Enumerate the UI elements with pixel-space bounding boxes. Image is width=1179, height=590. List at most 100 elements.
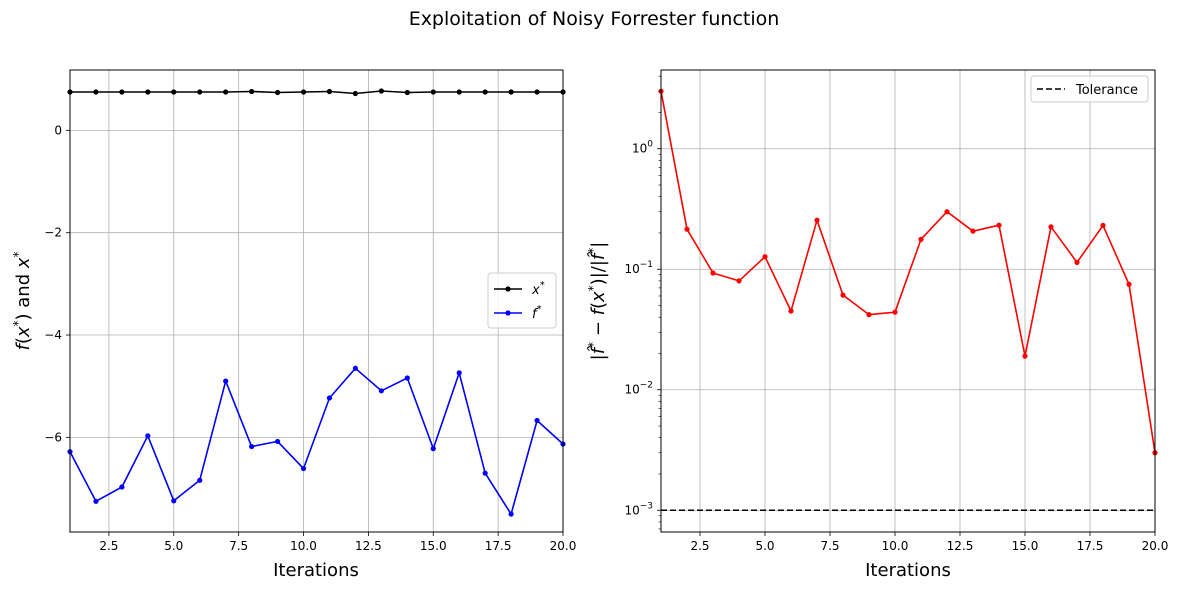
left-point-x-star — [249, 88, 255, 95]
right-ticks: 2.5 5.0 7.5 10.0 12.5 15.0 17.5 20.0 10−3 10−2 10−… — [624, 75, 1169, 553]
left-point-f-star — [274, 438, 281, 445]
left-point-f-star — [249, 443, 255, 450]
right-y-tick-label: 10−2 — [624, 381, 653, 397]
left-legend: x* f* — [487, 272, 557, 329]
right-point-series-0 — [996, 222, 1002, 228]
right-axes: 2.5 5.0 7.5 10.0 12.5 15.0 17.5 20.0 10−3 10−2 10−… — [586, 69, 1169, 581]
right-point-series-0 — [710, 270, 716, 276]
right-legend-box — [1030, 75, 1149, 103]
left-legend-box — [487, 272, 557, 329]
left-point-x-star — [171, 89, 177, 95]
left-x-tick-label: 12.5 — [355, 539, 382, 553]
left-point-f-star — [456, 370, 462, 376]
left-point-x-star — [534, 89, 540, 95]
right-axes-frame — [660, 69, 1156, 533]
legend-label-tolerance: Tolerance — [1075, 83, 1138, 98]
right-point-series-0 — [762, 254, 768, 260]
left-x-tick-label: 20.0 — [550, 539, 577, 553]
left-point-f-star — [534, 417, 540, 424]
left-x-tick-label: 5.0 — [164, 539, 183, 553]
left-x-tick-label: 7.5 — [229, 539, 248, 553]
left-point-x-star — [404, 89, 410, 96]
left-point-f-star — [352, 365, 359, 371]
right-point-series-0 — [944, 209, 950, 215]
right-point-series-0 — [866, 312, 872, 318]
right-point-series-0 — [918, 236, 924, 242]
left-point-f-star — [404, 375, 410, 381]
right-x-tick-label: 5.0 — [755, 539, 774, 553]
right-point-series-0 — [736, 278, 742, 284]
left-point-f-star — [119, 484, 125, 490]
left-series-line-f-star — [69, 367, 564, 515]
right-x-tick-label: 10.0 — [882, 539, 909, 553]
left-point-x-star — [274, 89, 281, 96]
right-point-series-0 — [788, 308, 794, 314]
left-y-tick-label: −4 — [44, 328, 62, 342]
left-point-x-star — [119, 89, 125, 95]
left-y-tick-label: 0 — [54, 123, 62, 137]
left-y-tick-label: −2 — [44, 226, 62, 240]
left-point-x-star — [223, 89, 229, 95]
left-y-axis-label: f(x*) and x* — [11, 251, 34, 350]
figure-title: Exploitation of Noisy Forrester function — [409, 8, 780, 30]
right-point-series-0 — [1074, 259, 1080, 265]
left-point-x-star — [456, 89, 462, 95]
right-point-series-0 — [970, 228, 976, 234]
right-x-tick-label: 20.0 — [1142, 539, 1169, 553]
left-x-tick-label: 2.5 — [99, 539, 118, 553]
left-y-tick-label: −6 — [44, 430, 62, 444]
left-point-x-star — [197, 89, 203, 95]
right-series-line-series-0 — [660, 91, 1156, 453]
right-x-tick-label: 12.5 — [947, 539, 974, 553]
left-point-f-star — [223, 378, 229, 384]
left-x-tick-label: 17.5 — [485, 539, 512, 553]
left-axes-frame — [69, 69, 564, 533]
right-point-series-0 — [684, 226, 690, 232]
left-point-x-star — [145, 89, 151, 95]
left-point-f-star — [93, 498, 99, 504]
left-point-f-star — [430, 446, 436, 452]
left-series-line-x-star — [70, 90, 563, 95]
right-x-tick-label: 2.5 — [690, 539, 709, 553]
left-x-tick-label: 15.0 — [420, 539, 447, 553]
right-point-series-0 — [1100, 222, 1106, 229]
left-axes: 2.5 5.0 7.5 10.0 12.5 15.0 17.5 20.0 0 −2 −4 −6 Ite… — [11, 69, 576, 581]
left-ticks: 2.5 5.0 7.5 10.0 12.5 15.0 17.5 20.0 0 −2 −4 −6 — [44, 123, 576, 553]
left-point-x-star — [326, 88, 333, 95]
left-point-f-star — [378, 388, 384, 394]
right-x-tick-label: 7.5 — [820, 539, 839, 553]
legend-marker-f-star — [505, 310, 511, 316]
left-point-x-star — [508, 89, 514, 95]
left-point-x-star — [378, 88, 384, 94]
left-point-x-star — [352, 90, 359, 97]
left-x-tick-label: 10.0 — [290, 539, 317, 553]
right-y-axis-label: |f̂* − f(x*)|/|f̂*| — [586, 242, 609, 361]
left-point-x-star — [430, 89, 436, 95]
left-point-f-star — [171, 498, 177, 504]
right-x-axis-label: Iterations — [865, 560, 951, 581]
right-point-series-0 — [892, 309, 898, 315]
left-point-f-star — [197, 477, 203, 483]
left-point-x-star — [300, 89, 307, 95]
right-legend: Tolerance — [1030, 75, 1149, 103]
left-point-f-star — [300, 465, 307, 472]
right-y-tick-label: 100 — [632, 140, 653, 156]
right-point-series-0 — [840, 292, 846, 298]
right-point-series-0 — [1022, 353, 1028, 359]
right-x-tick-label: 17.5 — [1077, 539, 1104, 553]
left-point-f-star — [145, 433, 151, 439]
left-x-axis-label: Iterations — [273, 560, 359, 581]
legend-marker-x-star — [505, 286, 511, 292]
left-point-f-star — [508, 511, 514, 517]
right-point-series-0 — [1048, 224, 1054, 230]
left-point-f-star — [326, 395, 333, 401]
left-point-x-star — [93, 89, 99, 95]
right-point-series-0 — [1126, 281, 1132, 287]
legend-label-f-star: f* — [532, 304, 542, 322]
left-point-f-star — [482, 470, 488, 476]
right-x-tick-label: 15.0 — [1012, 539, 1039, 553]
right-point-series-0 — [814, 217, 820, 223]
right-y-tick-label: 10−3 — [624, 501, 653, 517]
